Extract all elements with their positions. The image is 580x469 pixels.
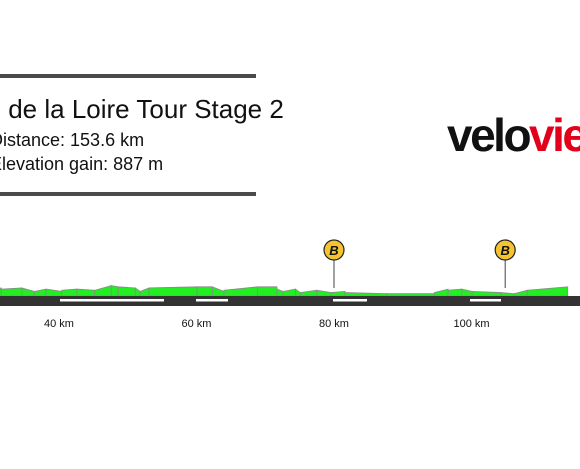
elevation-stat: Elevation gain: 887 m bbox=[0, 154, 164, 174]
bonus-marker-icon bbox=[494, 239, 516, 261]
road-marking bbox=[470, 299, 501, 302]
profile-segments bbox=[0, 285, 569, 297]
tick-label: 100 km bbox=[453, 318, 489, 330]
profile-segment bbox=[526, 286, 569, 297]
distance-stat: Distance: 153.6 km bbox=[0, 130, 145, 150]
tick-label: 80 km bbox=[319, 318, 349, 330]
profile-segment bbox=[211, 286, 225, 297]
bonus-marker-icon bbox=[323, 239, 345, 261]
profile-segment bbox=[223, 286, 259, 297]
profile-segment bbox=[316, 289, 332, 297]
profile-segment bbox=[139, 287, 150, 297]
profile-segment bbox=[471, 290, 502, 297]
profile-segment bbox=[257, 286, 278, 297]
road-marking bbox=[196, 299, 228, 302]
tick-label: 40 km bbox=[44, 318, 74, 330]
road-line bbox=[0, 296, 580, 306]
profile-segment bbox=[76, 288, 96, 297]
distance-axis: 40 km 60 km 80 km 100 km bbox=[44, 318, 490, 330]
marker-label: B bbox=[500, 243, 509, 258]
profile-segment bbox=[0, 287, 23, 297]
logo-velo-text: velo bbox=[447, 109, 532, 161]
marker-label: B bbox=[329, 243, 338, 258]
profile-segment bbox=[94, 285, 112, 297]
header-bottom-rule bbox=[0, 192, 256, 196]
profile-segment bbox=[33, 288, 47, 297]
profile-segment bbox=[299, 289, 318, 297]
profile-segment bbox=[196, 286, 213, 297]
profile-segment bbox=[148, 286, 198, 297]
logo-vie-text: vie bbox=[529, 109, 580, 161]
header-top-rule bbox=[0, 74, 256, 78]
bonus-markers: BBB bbox=[323, 239, 516, 288]
road-base bbox=[0, 296, 580, 306]
profile-segment bbox=[295, 288, 301, 297]
profile-segment bbox=[21, 287, 35, 297]
profile-segment bbox=[61, 288, 78, 297]
profile-segment bbox=[117, 286, 136, 297]
profile-segment bbox=[447, 288, 463, 297]
profile-segment bbox=[276, 288, 284, 297]
road-marking bbox=[60, 299, 164, 302]
profile-segment bbox=[500, 292, 515, 297]
road-marking bbox=[333, 299, 367, 302]
profile-segment bbox=[45, 288, 63, 297]
profile-segment bbox=[386, 293, 435, 297]
profile-segment bbox=[330, 290, 346, 297]
profile-segment bbox=[282, 288, 296, 297]
profile-segment bbox=[134, 287, 141, 297]
profile-segment bbox=[110, 285, 119, 297]
profile-segment bbox=[344, 292, 388, 297]
profile-segment bbox=[461, 288, 473, 297]
tick-label: 60 km bbox=[182, 318, 212, 330]
velovie-logo: velovie bbox=[447, 112, 580, 158]
stage-title: s de la Loire Tour Stage 2 bbox=[0, 94, 284, 124]
profile-segment bbox=[513, 289, 528, 297]
profile-segment bbox=[433, 288, 449, 297]
